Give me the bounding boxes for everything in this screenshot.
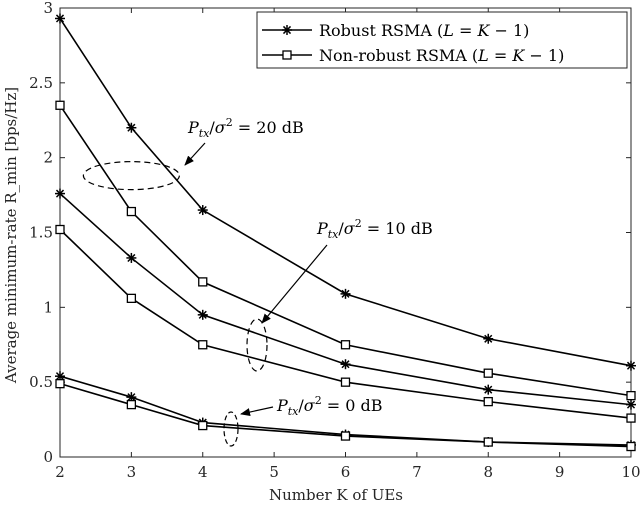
asterisk-marker — [483, 384, 494, 395]
y-tick-label: 2.5 — [29, 74, 53, 92]
asterisk-marker — [626, 360, 636, 371]
y-ticks: 0 0.5 1 1.5 2 2.5 3 — [29, 0, 631, 466]
square-marker — [626, 390, 636, 401]
arrow-10db — [261, 244, 328, 324]
x-tick-label: 7 — [412, 463, 422, 481]
asterisk-marker — [197, 309, 208, 320]
square-marker — [55, 224, 65, 235]
x-tick-label: 9 — [555, 463, 565, 481]
square-marker — [626, 441, 636, 452]
annotation-label: Ptx/σ2 = 10 dB — [316, 217, 433, 241]
x-tick-label: 2 — [55, 463, 65, 481]
square-marker — [198, 277, 208, 287]
asterisk-marker — [340, 359, 351, 370]
series-lines — [59, 18, 632, 448]
group-ellipse-20db — [82, 161, 180, 191]
series-line-3 — [59, 228, 632, 419]
y-tick-label: 1.5 — [29, 224, 53, 242]
x-tick-label: 3 — [127, 463, 137, 481]
series-line-5 — [59, 382, 632, 448]
square-marker — [626, 413, 636, 423]
legend-box — [256, 11, 628, 69]
x-axis-label: Number K of UEs — [269, 486, 403, 504]
asterisk-marker — [55, 13, 65, 24]
legend: Robust RSMA (L = K − 1) Non-robust RSMA (… — [256, 11, 628, 69]
asterisk-marker — [282, 25, 292, 35]
series-line-1 — [59, 104, 632, 397]
x-tick-label: 4 — [198, 463, 208, 481]
legend-label: Non-robust RSMA (L = K − 1) — [319, 46, 564, 65]
asterisk-marker — [126, 122, 137, 133]
asterisk-marker — [483, 333, 494, 344]
annotations: Ptx/σ2 = 20 dB Ptx/σ2 = 10 dB Ptx/σ2 = 0 d… — [82, 116, 433, 447]
square-marker — [55, 379, 65, 389]
y-tick-label: 3 — [43, 0, 53, 17]
y-tick-label: 2 — [43, 149, 53, 167]
x-tick-label: 6 — [341, 463, 351, 481]
square-marker — [483, 368, 493, 378]
square-marker — [198, 340, 208, 350]
square-marker — [340, 431, 351, 441]
y-tick-label: 1 — [43, 298, 53, 316]
square-marker — [483, 437, 493, 447]
y-axis-label: Average minimum-rate R_min [bps/Hz] — [2, 87, 20, 384]
square-marker — [340, 377, 351, 387]
annotation-label: Ptx/σ2 = 20 dB — [187, 116, 304, 140]
y-tick-label: 0.5 — [29, 373, 53, 391]
square-marker — [340, 340, 351, 350]
x-tick-label: 10 — [621, 463, 640, 481]
asterisk-marker — [340, 288, 351, 299]
asterisk-marker — [55, 188, 65, 199]
square-marker — [126, 206, 137, 217]
group-ellipse-10db — [246, 318, 268, 372]
annotation-label: Ptx/σ2 = 0 dB — [276, 394, 383, 418]
asterisk-marker — [626, 399, 636, 410]
square-marker — [55, 100, 65, 110]
y-tick-label: 0 — [43, 448, 53, 466]
svg-text:Average minimum-rate R_min [bp: Average minimum-rate R_min [bps/Hz] — [2, 87, 20, 384]
group-ellipse-0db — [223, 411, 239, 447]
series-line-0 — [59, 18, 632, 367]
x-tick-label: 8 — [483, 463, 493, 481]
square-marker — [282, 50, 292, 60]
asterisk-marker — [126, 252, 137, 263]
square-marker — [126, 399, 137, 410]
square-marker — [483, 396, 493, 407]
square-marker — [198, 420, 208, 431]
asterisk-marker — [197, 205, 208, 216]
series-markers — [55, 13, 636, 452]
square-marker — [126, 293, 137, 304]
series-line-2 — [59, 192, 632, 406]
arrow-20db — [184, 142, 206, 166]
arrow-0db — [240, 406, 274, 416]
legend-label: Robust RSMA (L = K − 1) — [319, 21, 529, 40]
x-tick-label: 5 — [269, 463, 279, 481]
